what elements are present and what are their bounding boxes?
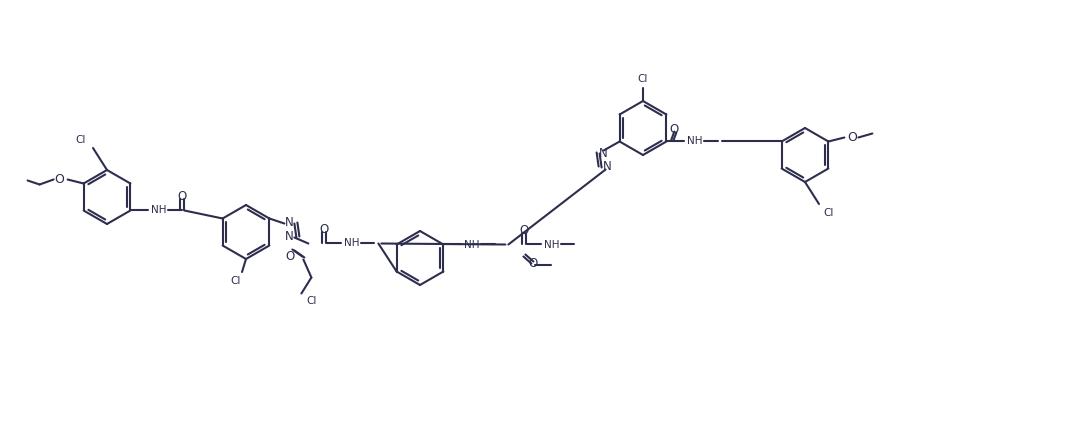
Text: Cl: Cl — [76, 135, 86, 145]
Text: NH: NH — [464, 239, 479, 249]
Text: N: N — [285, 230, 293, 243]
Text: O: O — [178, 190, 187, 203]
Text: NH: NH — [544, 239, 559, 249]
Text: O: O — [847, 131, 858, 144]
Text: O: O — [319, 223, 329, 236]
Text: N: N — [603, 160, 612, 173]
Text: N: N — [285, 216, 293, 229]
Text: NH: NH — [151, 205, 166, 215]
Text: O: O — [520, 224, 529, 237]
Text: Cl: Cl — [638, 74, 648, 84]
Text: Cl: Cl — [823, 208, 834, 218]
Text: Cl: Cl — [231, 276, 242, 286]
Text: O: O — [286, 250, 295, 263]
Text: N: N — [599, 147, 607, 160]
Text: O: O — [670, 123, 679, 136]
Text: NH: NH — [343, 238, 359, 249]
Text: O: O — [529, 257, 538, 270]
Text: O: O — [55, 173, 65, 186]
Text: Cl: Cl — [306, 296, 316, 307]
Text: NH: NH — [686, 136, 702, 146]
